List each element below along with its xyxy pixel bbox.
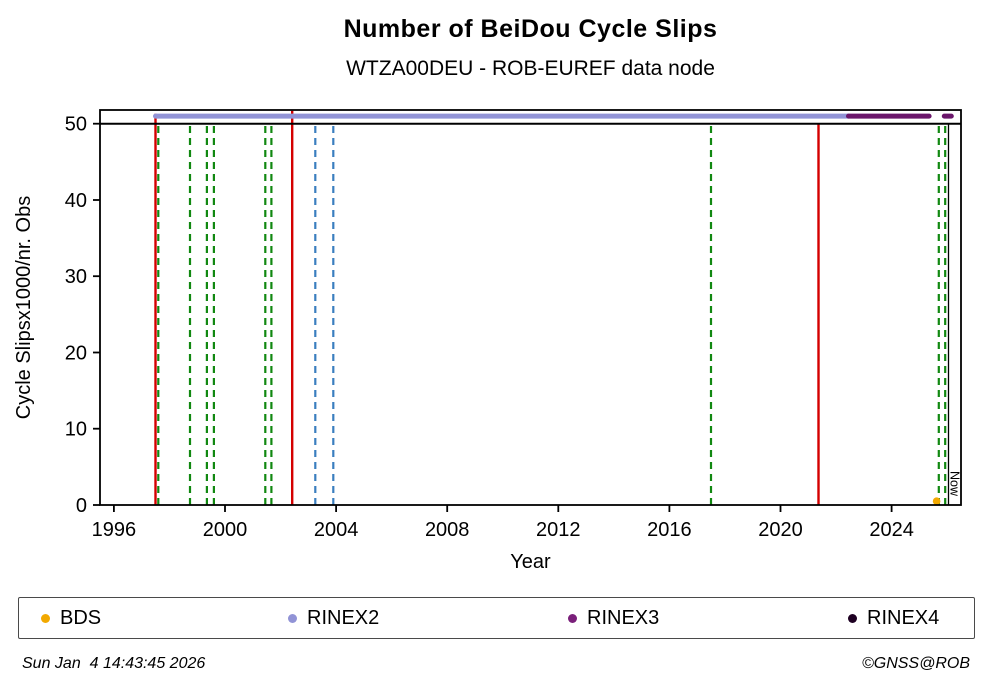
x-axis-label: Year bbox=[510, 551, 551, 573]
svg-text:2008: 2008 bbox=[425, 519, 470, 541]
data-series bbox=[153, 113, 954, 506]
now-marker: Now bbox=[948, 123, 962, 505]
legend-label-rinex3: RINEX3 bbox=[587, 606, 660, 629]
rinex4-marker-icon bbox=[848, 613, 857, 623]
plot-frame bbox=[99, 109, 962, 506]
event-lines bbox=[154, 110, 947, 505]
plot-timestamp: Sun Jan 4 14:43:45 2026 bbox=[22, 655, 206, 672]
legend-label-bds: BDS bbox=[60, 606, 102, 629]
rinex2-marker-icon bbox=[288, 613, 297, 623]
chart-legend: BDS RINEX2 RINEX3 RINEX4 bbox=[18, 597, 975, 639]
credit-text: ©GNSS@ROB bbox=[861, 655, 970, 672]
beidou-cycle-slips-plot: Now 1996 2000 2004 2008 2012 2016 2020 2024 Year 0… bbox=[13, 109, 962, 573]
now-label: Now bbox=[948, 471, 962, 497]
legend-label-rinex2: RINEX2 bbox=[307, 606, 380, 629]
svg-text:2004: 2004 bbox=[314, 519, 359, 541]
svg-text:2000: 2000 bbox=[203, 519, 248, 541]
svg-text:20: 20 bbox=[65, 343, 87, 365]
legend-item-rinex4: RINEX4 bbox=[848, 607, 939, 630]
svg-text:2024: 2024 bbox=[869, 519, 914, 541]
legend-item-rinex2: RINEX2 bbox=[288, 607, 568, 630]
svg-text:2020: 2020 bbox=[758, 519, 803, 541]
y-axis-label: Cycle Slipsx1000/nr. Obs bbox=[13, 196, 35, 419]
bds-marker-icon bbox=[41, 613, 50, 623]
svg-text:2016: 2016 bbox=[647, 519, 692, 541]
series-bds-point bbox=[932, 497, 941, 506]
x-axis: 1996 2000 2004 2008 2012 2016 2020 2024 Year bbox=[92, 505, 914, 573]
svg-text:0: 0 bbox=[76, 495, 87, 517]
svg-text:30: 30 bbox=[65, 266, 87, 288]
legend-label-rinex4: RINEX4 bbox=[867, 606, 940, 629]
chart-subtitle: WTZA00DEU - ROB-EUREF data node bbox=[346, 57, 715, 80]
rinex3-marker-icon bbox=[568, 613, 577, 623]
legend-item-bds: BDS bbox=[41, 607, 288, 630]
chart-title: Number of BeiDou Cycle Slips bbox=[343, 15, 718, 43]
svg-text:50: 50 bbox=[65, 114, 87, 136]
y-axis: 0 10 20 30 40 50 Cycle Slipsx1000/nr. Obs bbox=[13, 114, 100, 517]
legend-item-rinex3: RINEX3 bbox=[568, 607, 848, 630]
svg-text:1996: 1996 bbox=[92, 519, 137, 541]
svg-text:2012: 2012 bbox=[536, 519, 581, 541]
svg-text:10: 10 bbox=[65, 419, 87, 441]
svg-text:40: 40 bbox=[65, 190, 87, 212]
